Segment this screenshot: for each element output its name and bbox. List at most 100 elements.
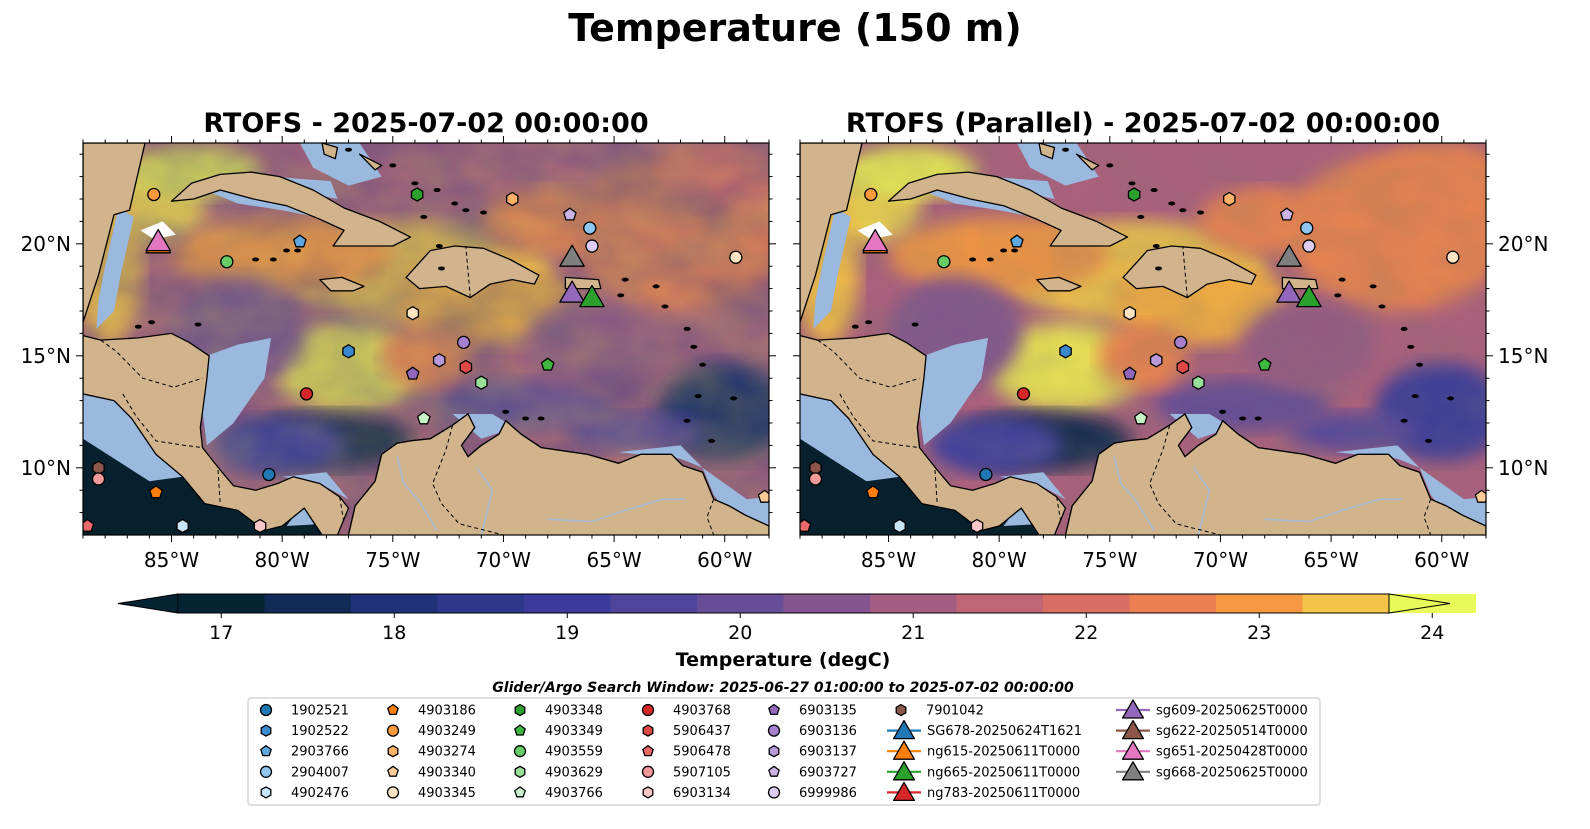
- land-centralAmerica: [83, 143, 146, 323]
- legend-marker-icon: [259, 765, 273, 778]
- argo-float-marker: [1300, 221, 1314, 235]
- lon-tick-label: 60°W: [1414, 548, 1469, 572]
- argo-float-marker: [1122, 366, 1137, 380]
- legend-marker-icon: [892, 761, 916, 781]
- lon-tick-label: 75°W: [1082, 548, 1137, 572]
- lat-tick-label: 10°N: [21, 456, 71, 480]
- colorbar-segment: [437, 594, 525, 613]
- colorbar-segment: [351, 594, 439, 613]
- legend-item: sg609-20250625T0000: [1116, 699, 1308, 719]
- argo-float-marker: [176, 518, 189, 534]
- legend-label: 5906478: [673, 745, 731, 760]
- argo-float-marker: [1133, 411, 1148, 425]
- argo-float-marker: [1176, 359, 1190, 375]
- legend-label: sg651-20250428T0000: [1156, 745, 1308, 760]
- legend-item: 1902521: [259, 703, 349, 719]
- legend-label: 6903727: [799, 765, 857, 780]
- legend-box: [247, 697, 1321, 806]
- lon-tick-label: 85°W: [144, 548, 199, 572]
- lon-tick-label: 75°W: [365, 548, 420, 572]
- colorbar-tick-label: 19: [555, 622, 579, 644]
- colorbar-tick-label: 24: [1420, 622, 1444, 644]
- argo-float-marker: [253, 518, 267, 534]
- lat-tick-label: 15°N: [21, 344, 71, 368]
- land-south-america: [347, 413, 769, 535]
- argo-float-marker: [809, 460, 822, 475]
- legend-marker-icon: [895, 703, 907, 717]
- legend-label: 5907105: [673, 765, 731, 780]
- colorbar-segment: [956, 594, 1044, 613]
- legend-marker-icon: [768, 765, 780, 777]
- legend-label: 4903249: [418, 724, 476, 739]
- legend-item: ng665-20250611T0000: [887, 761, 1080, 781]
- legend-marker-icon: [259, 703, 273, 717]
- axis-ticks: 85°W 80°W 75°W 70°W 65°W 60°W 20°N 15°N 10°N: [793, 136, 1548, 572]
- legend-item: 5906478: [642, 745, 731, 760]
- argo-float-marker: [83, 518, 95, 532]
- legend-item: ng615-20250611T0000: [887, 740, 1080, 760]
- legend-marker-icon: [1121, 699, 1145, 719]
- legend-marker-icon: [1121, 719, 1145, 740]
- panel-title: RTOFS - 2025-07-02 00:00:00: [203, 108, 648, 139]
- legend-label: 4903340: [418, 765, 476, 780]
- legend-label: 6903135: [799, 704, 857, 719]
- argo-float-marker: [1059, 344, 1072, 359]
- argo-float-marker: [1280, 207, 1294, 221]
- lon-tick-label: 80°W: [255, 548, 310, 572]
- lon-tick-label: 70°W: [1193, 548, 1248, 572]
- legend-label: 4903768: [673, 704, 731, 719]
- legend-item: 2904007: [259, 765, 349, 780]
- glider-markers: [145, 228, 605, 308]
- legend-label: 4902476: [291, 786, 349, 801]
- glider-marker: [559, 280, 585, 303]
- legend-item: 4903274: [387, 745, 476, 760]
- argo-float-marker: [583, 221, 597, 235]
- lon-tick-label: 85°W: [861, 548, 916, 572]
- argo-float-marker: [800, 518, 812, 532]
- legend-label: ng615-20250611T0000: [927, 745, 1080, 760]
- legend-item: 4903345: [386, 786, 476, 801]
- panel-title: RTOFS (Parallel) - 2025-07-02 00:00:00: [846, 108, 1440, 139]
- land-bahamas2: [1075, 153, 1100, 171]
- colorbar-segment: [1216, 594, 1304, 613]
- argo-float-marker: [864, 187, 878, 202]
- glider-marker: [1276, 244, 1302, 267]
- legend-marker-icon: [260, 786, 272, 799]
- argo-float-marker: [729, 250, 743, 264]
- argo-float-marker: [406, 306, 420, 321]
- argo-float-marker: [342, 344, 355, 359]
- lon-tick-label: 65°W: [1303, 548, 1358, 572]
- colorbar-segment: [264, 594, 352, 613]
- legend-marker-icon: [768, 703, 780, 716]
- land-jamaica: [319, 276, 365, 292]
- legend-marker-icon: [387, 703, 399, 716]
- legend-label: ng665-20250611T0000: [927, 765, 1080, 780]
- argo-markers: [800, 187, 1486, 534]
- legend-label: 4903629: [545, 765, 603, 780]
- legend-label: 6903136: [799, 724, 857, 739]
- argo-float-marker: [432, 353, 446, 368]
- colorbar-extend-low: [117, 593, 179, 614]
- figure-title: Temperature (150 m): [568, 6, 1022, 50]
- map-frame: [799, 142, 1487, 536]
- colorbar-tick-label: 23: [1247, 622, 1271, 644]
- legend-label: 4903559: [545, 745, 603, 760]
- lat-tick-label: 20°N: [1498, 232, 1548, 256]
- legend-marker-icon: [641, 703, 655, 717]
- colorbar-segment: [610, 594, 698, 613]
- glider-marker: [1296, 284, 1322, 308]
- argo-float-marker: [262, 467, 276, 482]
- legend-marker-icon: [767, 786, 781, 799]
- legend-label: 5906437: [673, 724, 731, 739]
- legend-item: 6903727: [768, 765, 857, 780]
- glider-marker: [1276, 280, 1302, 303]
- legend-item: 2903766: [260, 745, 349, 760]
- lon-tick-label: 65°W: [586, 548, 641, 572]
- lon-tick-label: 70°W: [476, 548, 531, 572]
- legend-label: ng783-20250611T0000: [927, 786, 1080, 801]
- legend-marker-icon: [641, 765, 655, 778]
- argo-float-marker: [416, 411, 431, 425]
- legend-item: sg668-20250625T0000: [1116, 761, 1308, 781]
- argo-float-marker: [1016, 387, 1031, 401]
- lat-tick-label: 10°N: [1498, 456, 1548, 480]
